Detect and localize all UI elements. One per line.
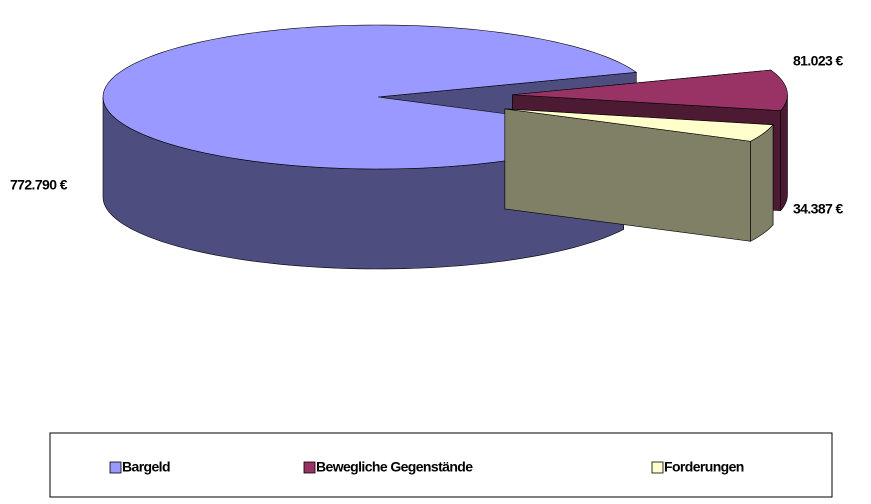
slice [102,24,638,170]
legend-label: Forderungen [664,459,744,475]
legend-box [49,432,833,498]
legend-label: Bewegliche Gegenstände [316,459,473,475]
legend-swatch [109,461,122,474]
data-label: 772.790 € [10,177,68,193]
slice [512,69,788,111]
legend-swatch [651,461,664,474]
slice-wall [780,94,788,212]
data-label: 81.023 € [793,53,844,69]
slice-wall [750,124,774,242]
legend-swatch [303,461,316,474]
data-label: 34.387 € [793,201,844,217]
slice [504,108,774,142]
legend-label: Bargeld [122,459,170,475]
